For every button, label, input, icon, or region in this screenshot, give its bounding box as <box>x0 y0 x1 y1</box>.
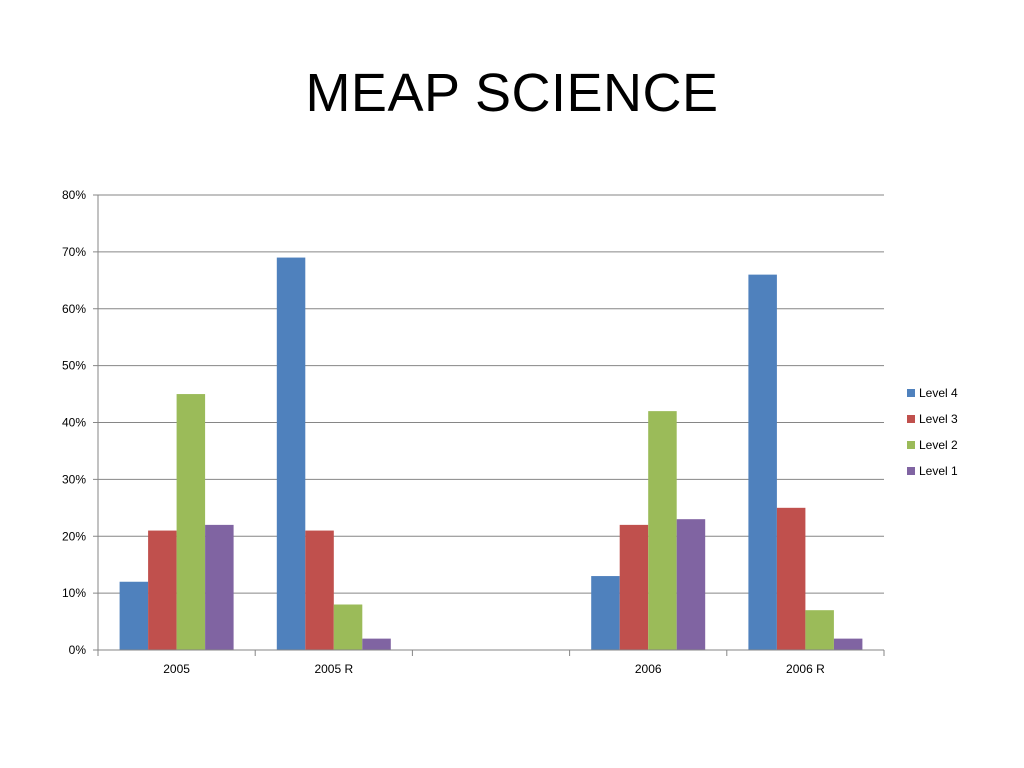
bar <box>305 530 334 650</box>
y-tick-label: 30% <box>62 472 86 486</box>
bar <box>648 411 677 650</box>
y-tick-label: 20% <box>62 529 86 543</box>
slide-title: MEAP SCIENCE <box>305 63 719 123</box>
legend: Level 4 Level 3 Level 2 Level 1 <box>907 386 958 478</box>
bar <box>833 638 863 650</box>
bar <box>591 576 620 650</box>
legend-label: Level 3 <box>919 412 958 426</box>
bar <box>205 524 234 650</box>
bar <box>619 524 649 650</box>
bar <box>776 507 806 650</box>
bar <box>362 638 391 650</box>
x-tick-label: 2006 R <box>786 662 825 676</box>
legend-label: Level 2 <box>919 438 958 452</box>
y-tick-label: 10% <box>62 586 86 600</box>
legend-swatch <box>907 415 915 423</box>
legend-label: Level 4 <box>919 386 958 400</box>
bar <box>176 394 206 650</box>
y-tick-label: 80% <box>62 188 86 202</box>
x-tick-label: 2005 <box>163 662 190 676</box>
bar <box>805 610 834 650</box>
legend-swatch <box>907 389 915 397</box>
x-tick-label: 2006 <box>635 662 662 676</box>
bar <box>748 274 777 650</box>
bar <box>333 604 363 650</box>
y-tick-label: 0% <box>69 643 87 657</box>
bar <box>148 530 177 650</box>
y-tick-label: 40% <box>62 416 86 430</box>
y-tick-label: 70% <box>62 245 86 259</box>
x-tick-label: 2005 R <box>314 662 353 676</box>
legend-label: Level 1 <box>919 464 958 478</box>
legend-swatch <box>907 441 915 449</box>
bars <box>119 257 863 650</box>
axes: 0% 10% 20% 30% 40% 50% 60% 70% 80% 2005 2005 R 2006… <box>62 188 885 676</box>
bar <box>276 257 306 650</box>
y-tick-label: 60% <box>62 302 86 316</box>
bar <box>676 519 706 650</box>
legend-swatch <box>907 467 915 475</box>
bar <box>119 581 149 650</box>
y-tick-label: 50% <box>62 359 86 373</box>
